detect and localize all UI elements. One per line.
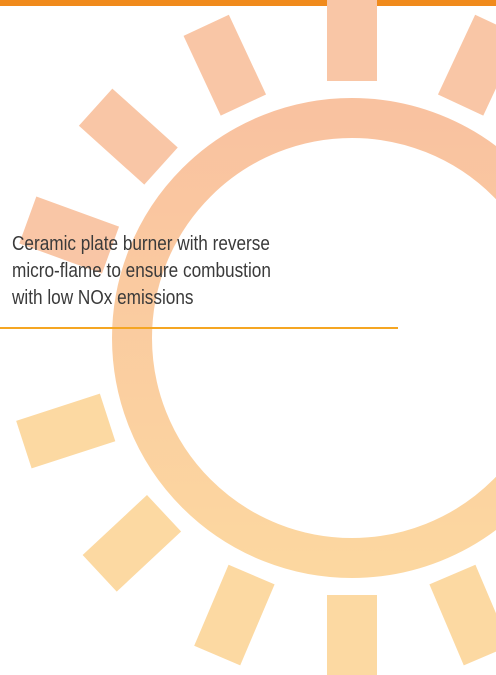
sun-ray	[429, 564, 496, 666]
caption-line: Ceramic plate burner with reverse	[12, 232, 270, 255]
sun-ray	[19, 196, 120, 274]
sun-ray	[327, 595, 377, 675]
sun-ray	[437, 14, 496, 116]
top-bar	[0, 0, 496, 6]
caption-rule	[0, 327, 398, 329]
sun-ray	[82, 494, 182, 592]
sun-rays	[16, 0, 496, 675]
caption-line: micro-flame to ensure combustion	[12, 259, 271, 282]
caption-line: with low NOx emissions	[11, 286, 193, 309]
sun-ray	[327, 0, 377, 81]
sun-ray	[194, 564, 275, 666]
sun-ring	[112, 98, 496, 578]
caption: Ceramic plate burner with reverse micro-…	[11, 232, 271, 309]
sun-ray	[16, 393, 116, 469]
sun-ray	[78, 88, 178, 185]
sun-ray	[183, 14, 267, 116]
